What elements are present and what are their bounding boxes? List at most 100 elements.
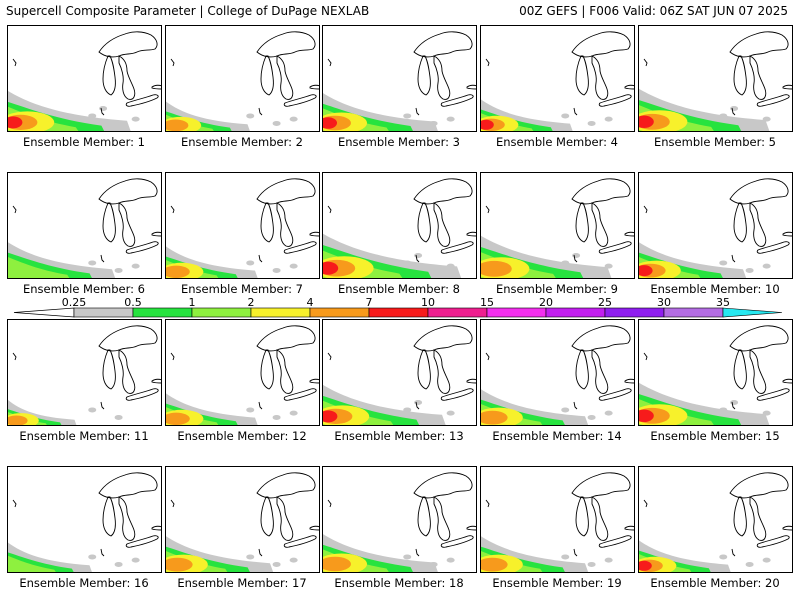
colorbar-segment	[191, 307, 252, 318]
scp-contour-4	[165, 265, 190, 278]
colorbar-tick-label: 25	[598, 296, 612, 309]
great-lakes-coastline	[575, 349, 589, 390]
scp-speck	[272, 414, 281, 420]
great-lakes-coastline	[591, 349, 609, 394]
great-lakes-coastline	[749, 349, 767, 394]
coast-tick	[170, 58, 175, 67]
great-lakes-coastline	[260, 496, 274, 537]
great-lakes-coastline	[283, 241, 317, 254]
scp-contour-4	[480, 557, 508, 572]
panel-frame	[480, 172, 635, 279]
coast-tick	[258, 254, 263, 263]
scp-speck	[745, 561, 754, 567]
coast-tick	[485, 205, 490, 214]
panel-frame	[322, 25, 477, 132]
coast-tick	[100, 107, 105, 116]
ensemble-member-panel	[638, 466, 793, 573]
scp-speck	[131, 557, 140, 563]
ensemble-member-label: Ensemble Member: 19	[492, 576, 622, 590]
ensemble-member-label: Ensemble Member: 6	[23, 282, 145, 296]
scp-contour-4	[7, 415, 28, 426]
scp-contour-4	[480, 410, 508, 425]
scp-speck	[289, 557, 298, 563]
coast-tick	[327, 205, 332, 214]
great-lakes-coastline	[598, 241, 632, 254]
ensemble-member-label: Ensemble Member: 12	[177, 429, 307, 443]
coast-tick	[485, 58, 490, 67]
great-lakes-coastline	[433, 55, 451, 100]
ensemble-member-panel	[7, 25, 162, 132]
great-lakes-coastline	[749, 202, 767, 247]
coast-tick	[12, 499, 17, 508]
map-15	[638, 319, 793, 426]
coast-tick	[258, 548, 263, 557]
map-13	[322, 319, 477, 426]
coast-tick	[573, 107, 578, 116]
scp-contour-7	[638, 115, 654, 129]
great-lakes-coastline	[591, 202, 609, 247]
scp-speck	[604, 557, 613, 563]
ensemble-member-panel	[638, 319, 793, 426]
coast-tick	[485, 352, 490, 361]
ensemble-member-label: Ensemble Member: 3	[338, 135, 460, 149]
scp-contour-4	[165, 557, 193, 572]
great-lakes-coastline	[598, 94, 632, 107]
great-lakes-coastline	[276, 349, 294, 394]
scp-speck	[745, 120, 754, 126]
great-lakes-coastline	[624, 231, 635, 237]
great-lakes-coastline	[309, 231, 320, 237]
coast-tick	[643, 499, 648, 508]
colorbar-tick-label: 4	[307, 296, 314, 309]
colorbar-arrow-left	[13, 307, 75, 318]
great-lakes-coastline	[433, 349, 451, 394]
great-lakes-coastline	[733, 349, 747, 390]
panel-frame	[638, 25, 793, 132]
colorbar-tick-label: 0.25	[62, 296, 87, 309]
scp-speck	[272, 120, 281, 126]
colorbar-tick-label: 20	[539, 296, 553, 309]
coast-tick	[573, 254, 578, 263]
ensemble-member-panel	[7, 319, 162, 426]
scp-speck	[114, 561, 123, 567]
scp-speck	[272, 267, 281, 273]
panel-frame	[322, 172, 477, 279]
great-lakes-coastline	[151, 231, 162, 237]
scp-speck	[429, 267, 438, 273]
ensemble-member-label: Ensemble Member: 20	[650, 576, 780, 590]
scp-speck	[414, 252, 423, 258]
great-lakes-coastline	[756, 94, 790, 107]
ensemble-member-panel	[322, 25, 477, 132]
coast-tick	[12, 352, 17, 361]
great-lakes-coastline	[118, 202, 136, 247]
scp-contour-1	[7, 555, 57, 573]
ensemble-member-label: Ensemble Member: 7	[181, 282, 303, 296]
coast-tick	[327, 58, 332, 67]
colorbar-tick-label: 2	[248, 296, 255, 309]
great-lakes-coastline	[118, 349, 136, 394]
great-lakes-coastline	[118, 55, 136, 100]
great-lakes-coastline	[466, 378, 477, 384]
scp-speck	[131, 263, 140, 269]
scp-speck	[414, 399, 423, 405]
coast-tick	[731, 548, 736, 557]
colorbar-tick-label: 10	[421, 296, 435, 309]
scp-speck	[114, 414, 123, 420]
ensemble-member-label: Ensemble Member: 9	[496, 282, 618, 296]
scp-speck	[88, 113, 97, 119]
scp-speck	[446, 557, 455, 563]
scp-speck	[762, 557, 771, 563]
scp-speck	[289, 410, 298, 416]
great-lakes-coastline	[466, 84, 477, 90]
scp-contour-7	[322, 117, 337, 129]
great-lakes-coastline	[440, 241, 474, 254]
panel-frame	[638, 466, 793, 573]
great-lakes-coastline	[624, 525, 635, 531]
great-lakes-coastline	[575, 55, 589, 96]
scp-speck	[719, 113, 728, 119]
scp-speck	[745, 267, 754, 273]
colorbar-tick-label: 35	[716, 296, 730, 309]
scp-speck	[429, 120, 438, 126]
panel-frame	[165, 319, 320, 426]
coast-tick	[258, 107, 263, 116]
scp-speck	[587, 267, 596, 273]
